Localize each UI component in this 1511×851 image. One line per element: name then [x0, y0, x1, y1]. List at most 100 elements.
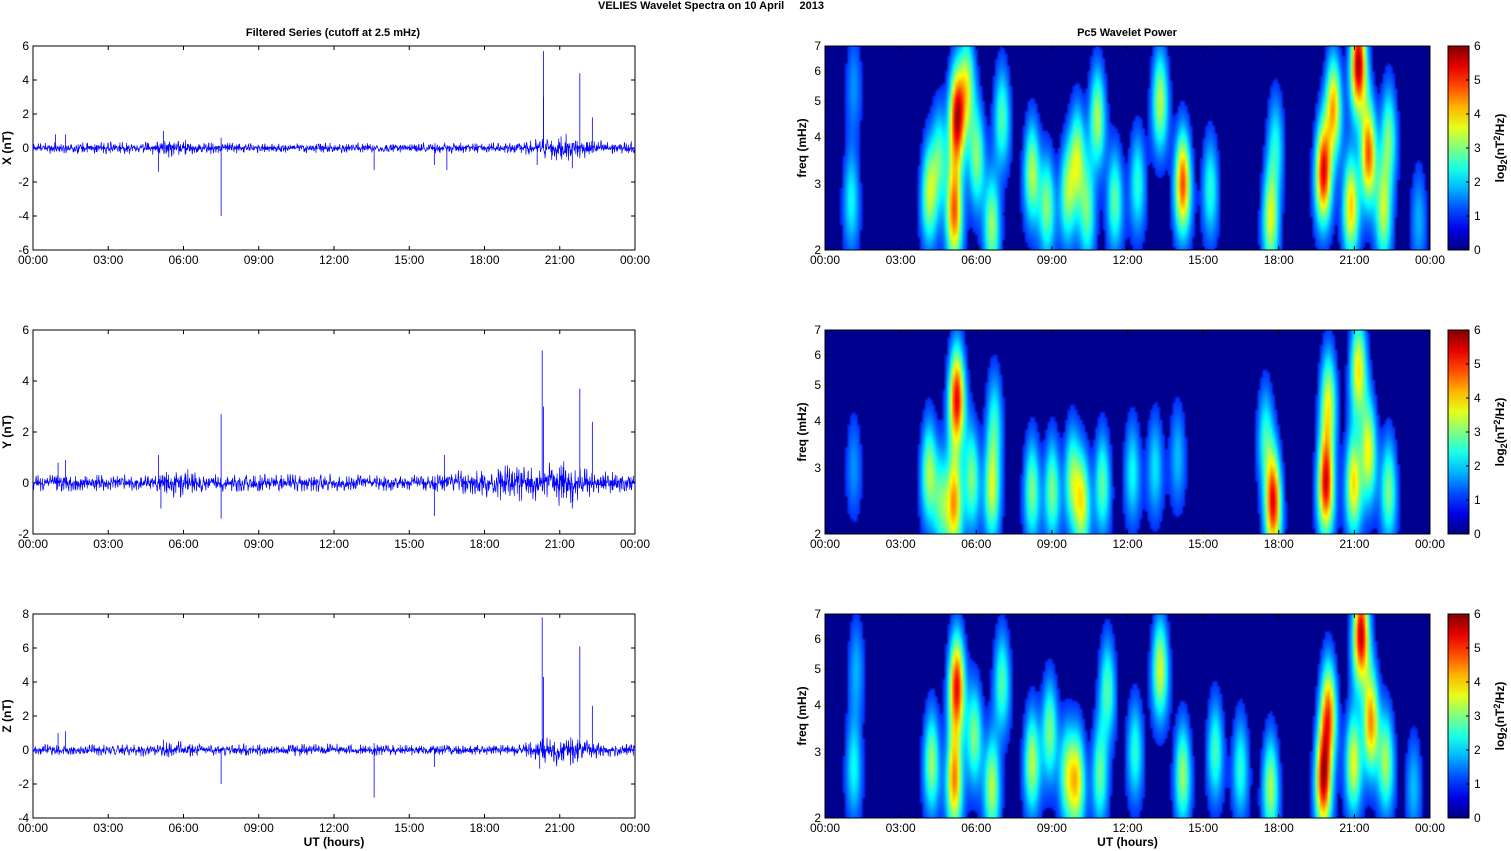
y-tick-label: 7 [814, 607, 821, 621]
y-tick-label: 4 [22, 675, 29, 689]
y-tick-label: 2 [22, 425, 29, 439]
y-tick-label: 0 [22, 476, 29, 490]
x-tick-label: 15:00 [1188, 821, 1218, 835]
colorbar-tick-label: 5 [1474, 73, 1481, 87]
x-tick-label: 21:00 [1339, 537, 1369, 551]
x-tick-label: 06:00 [168, 537, 198, 551]
x-tick-label: 03:00 [93, 537, 123, 551]
x-tick-label: 18:00 [469, 253, 499, 267]
x-tick-label: 00:00 [1415, 537, 1445, 551]
wavelet-heatmap [825, 330, 1430, 534]
colorbar-tick-label: 3 [1474, 141, 1481, 155]
x-tick-label: 09:00 [1037, 821, 1067, 835]
y-tick-label: -4 [18, 209, 29, 223]
x-axis-label: UT (hours) [304, 835, 365, 849]
colorbar-tick-label: 5 [1474, 641, 1481, 655]
x-tick-label: 12:00 [1112, 537, 1142, 551]
x-tick-label: 15:00 [394, 253, 424, 267]
y-axis-label: Z (nT) [0, 699, 14, 732]
x-tick-label: 21:00 [1339, 821, 1369, 835]
wavelet-panel-2: 2 3 4 5 6 7 freq (mHz) 00:00 03:00 06:00 09:00 12:0… [795, 323, 1509, 551]
x-tick-label: 12:00 [1112, 253, 1142, 267]
x-tick-label: 15:00 [1188, 253, 1218, 267]
y-axis-label: freq (mHz) [795, 402, 809, 461]
x-tick-label: 18:00 [1264, 821, 1294, 835]
x-tick-label: 00:00 [18, 253, 48, 267]
wavelet-heatmap [825, 46, 1430, 250]
y-tick-label: 4 [22, 73, 29, 87]
x-tick-label: 21:00 [545, 821, 575, 835]
colorbar-tick-label: 4 [1474, 675, 1481, 689]
x-tick-label: 18:00 [469, 537, 499, 551]
y-tick-label: 2 [814, 811, 821, 825]
y-tick-label: 2 [22, 107, 29, 121]
y-tick-label: 4 [22, 374, 29, 388]
y-tick-label: 7 [814, 39, 821, 53]
colorbar-tick-label: 3 [1474, 709, 1481, 723]
x-tick-label: 06:00 [168, 821, 198, 835]
x-tick-label: 00:00 [18, 537, 48, 551]
x-tick-label: 00:00 [620, 537, 650, 551]
y-tick-label: 3 [814, 461, 821, 475]
x-tick-label: 09:00 [244, 253, 274, 267]
x-tick-label: 00:00 [1415, 253, 1445, 267]
right-column-title: Pc5 Wavelet Power [1077, 27, 1178, 39]
y-tick-label: -2 [18, 175, 29, 189]
x-tick-label: 15:00 [394, 537, 424, 551]
x-tick-label: 21:00 [1339, 253, 1369, 267]
colorbar-tick-label: 4 [1474, 391, 1481, 405]
colorbar-tick-label: 2 [1474, 459, 1481, 473]
colorbar-tick-label: 0 [1474, 527, 1481, 541]
y-tick-label: 5 [814, 378, 821, 392]
x-tick-label: 03:00 [886, 253, 916, 267]
figure-title: VELIES Wavelet Spectra on 10 April 2013 [598, 0, 824, 12]
colorbar-tick-label: 1 [1474, 777, 1481, 791]
colorbar [1447, 329, 1470, 535]
left-column-title: Filtered Series (cutoff at 2.5 mHz) [246, 27, 421, 39]
x-tick-label: 00:00 [18, 821, 48, 835]
wavelet-panel-1: 2 3 4 5 6 7 freq (mHz) 00:00 03:00 06:00 09:00 12:0… [795, 39, 1509, 267]
colorbar-tick-label: 1 [1474, 493, 1481, 507]
colorbar-tick-label: 6 [1474, 323, 1481, 337]
x-tick-label: 18:00 [469, 821, 499, 835]
colorbar-tick-label: 6 [1474, 39, 1481, 53]
colorbar-tick-label: 0 [1474, 243, 1481, 257]
y-tick-label: 7 [814, 323, 821, 337]
y-tick-label: -4 [18, 811, 29, 825]
y-axis-label: freq (mHz) [795, 686, 809, 745]
y-tick-label: 5 [814, 94, 821, 108]
colorbar-label: log2(nT2/Hz) [1492, 114, 1509, 183]
y-axis-label: freq (mHz) [795, 118, 809, 177]
wavelet-panel-3: 2 3 4 5 6 7 freq (mHz) 00:00 03:00 06:00 09:00 12:0… [795, 607, 1509, 849]
x-tick-label: 12:00 [1112, 821, 1142, 835]
x-tick-label: 09:00 [1037, 253, 1067, 267]
y-axis-label: Y (nT) [0, 415, 14, 449]
series-trace [32, 737, 636, 767]
y-tick-label: 3 [814, 177, 821, 191]
x-tick-label: 00:00 [1415, 821, 1445, 835]
plot-area [32, 613, 636, 819]
colorbar-label: log2(nT2/Hz) [1492, 398, 1509, 467]
x-tick-label: 09:00 [1037, 537, 1067, 551]
y-tick-label: 3 [814, 745, 821, 759]
x-tick-label: 12:00 [319, 253, 349, 267]
x-tick-label: 09:00 [244, 821, 274, 835]
y-axis-label: X (nT) [0, 131, 14, 165]
y-tick-label: 4 [814, 130, 821, 144]
series-panel-2: -2 0 2 4 6 Y (nT) 00:00 03:00 06:00 09:00 12:00 15:… [0, 323, 650, 551]
colorbar-tick-label: 6 [1474, 607, 1481, 621]
x-tick-label: 06:00 [961, 253, 991, 267]
x-tick-label: 00:00 [810, 253, 840, 267]
series-trace [32, 461, 636, 506]
colorbar-tick-label: 1 [1474, 209, 1481, 223]
y-tick-label: 6 [814, 348, 821, 362]
colorbar-tick-label: 0 [1474, 811, 1481, 825]
x-tick-label: 06:00 [961, 821, 991, 835]
y-tick-label: -2 [18, 777, 29, 791]
y-tick-label: 2 [814, 243, 821, 257]
y-tick-label: 0 [22, 743, 29, 757]
y-tick-label: 6 [22, 323, 29, 337]
x-tick-label: 03:00 [93, 821, 123, 835]
x-axis-label: UT (hours) [1097, 835, 1158, 849]
series-panel-1: -6 -4 -2 0 2 4 6 X (nT) 00:00 03:00 06:00 09:00 12:0… [0, 39, 650, 267]
